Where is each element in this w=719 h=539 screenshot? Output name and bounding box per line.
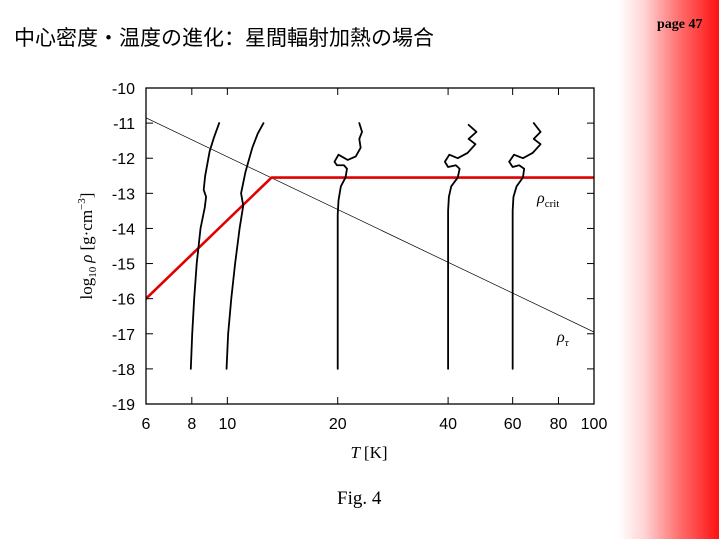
page-number: page 47 bbox=[657, 17, 703, 32]
rho-tau-label: ρτ bbox=[556, 329, 570, 349]
y-tick-label: -18 bbox=[112, 362, 135, 379]
y-tick-label: -19 bbox=[112, 397, 135, 414]
rho-tau-line bbox=[146, 117, 594, 333]
x-tick-label: 20 bbox=[329, 416, 347, 433]
y-tick-label: -14 bbox=[112, 221, 135, 238]
figure-caption: Fig. 4 bbox=[337, 488, 382, 509]
y-tick-label: -11 bbox=[113, 116, 135, 133]
x-axis-label: T [K] bbox=[350, 443, 387, 462]
y-tick-labels: -10 -11 -12 -13 -14 -15 -16 -17 -18 -19 bbox=[112, 81, 135, 414]
evolution-track bbox=[508, 122, 542, 370]
y-tick-label: -13 bbox=[112, 186, 135, 203]
x-tick-label: 8 bbox=[187, 416, 196, 433]
y-tick-label: -16 bbox=[112, 292, 135, 309]
plot-frame bbox=[145, 87, 595, 405]
y-tick-label: -17 bbox=[112, 327, 135, 344]
series-layer bbox=[146, 117, 594, 370]
x-tick-label: 40 bbox=[439, 416, 457, 433]
slide-title: 中心密度・温度の進化：星間輻射加熱の場合 bbox=[14, 26, 434, 50]
x-tick-label: 80 bbox=[550, 416, 568, 433]
evolution-track bbox=[225, 122, 265, 370]
y-axis-label: log10ρ[g·cm−3] bbox=[76, 193, 99, 300]
x-tick-label: 10 bbox=[218, 416, 236, 433]
evolution-track bbox=[443, 123, 478, 370]
evolution-track bbox=[333, 122, 363, 370]
side-gradient-bar bbox=[618, 0, 719, 539]
y-tick-label: -15 bbox=[112, 257, 135, 274]
x-tick-labels: 6 8 10 20 40 60 80 100 bbox=[142, 416, 608, 433]
evolution-track bbox=[189, 122, 221, 370]
y-tick-label: -10 bbox=[112, 81, 135, 98]
rho-crit-line bbox=[146, 176, 594, 300]
y-tick-label: -12 bbox=[112, 151, 135, 168]
x-tick-label: 100 bbox=[581, 416, 608, 433]
x-tick-label: 60 bbox=[504, 416, 522, 433]
tick-marks bbox=[145, 87, 595, 405]
rho-crit-label: ρcrit bbox=[536, 190, 559, 210]
x-tick-label: 6 bbox=[142, 416, 151, 433]
